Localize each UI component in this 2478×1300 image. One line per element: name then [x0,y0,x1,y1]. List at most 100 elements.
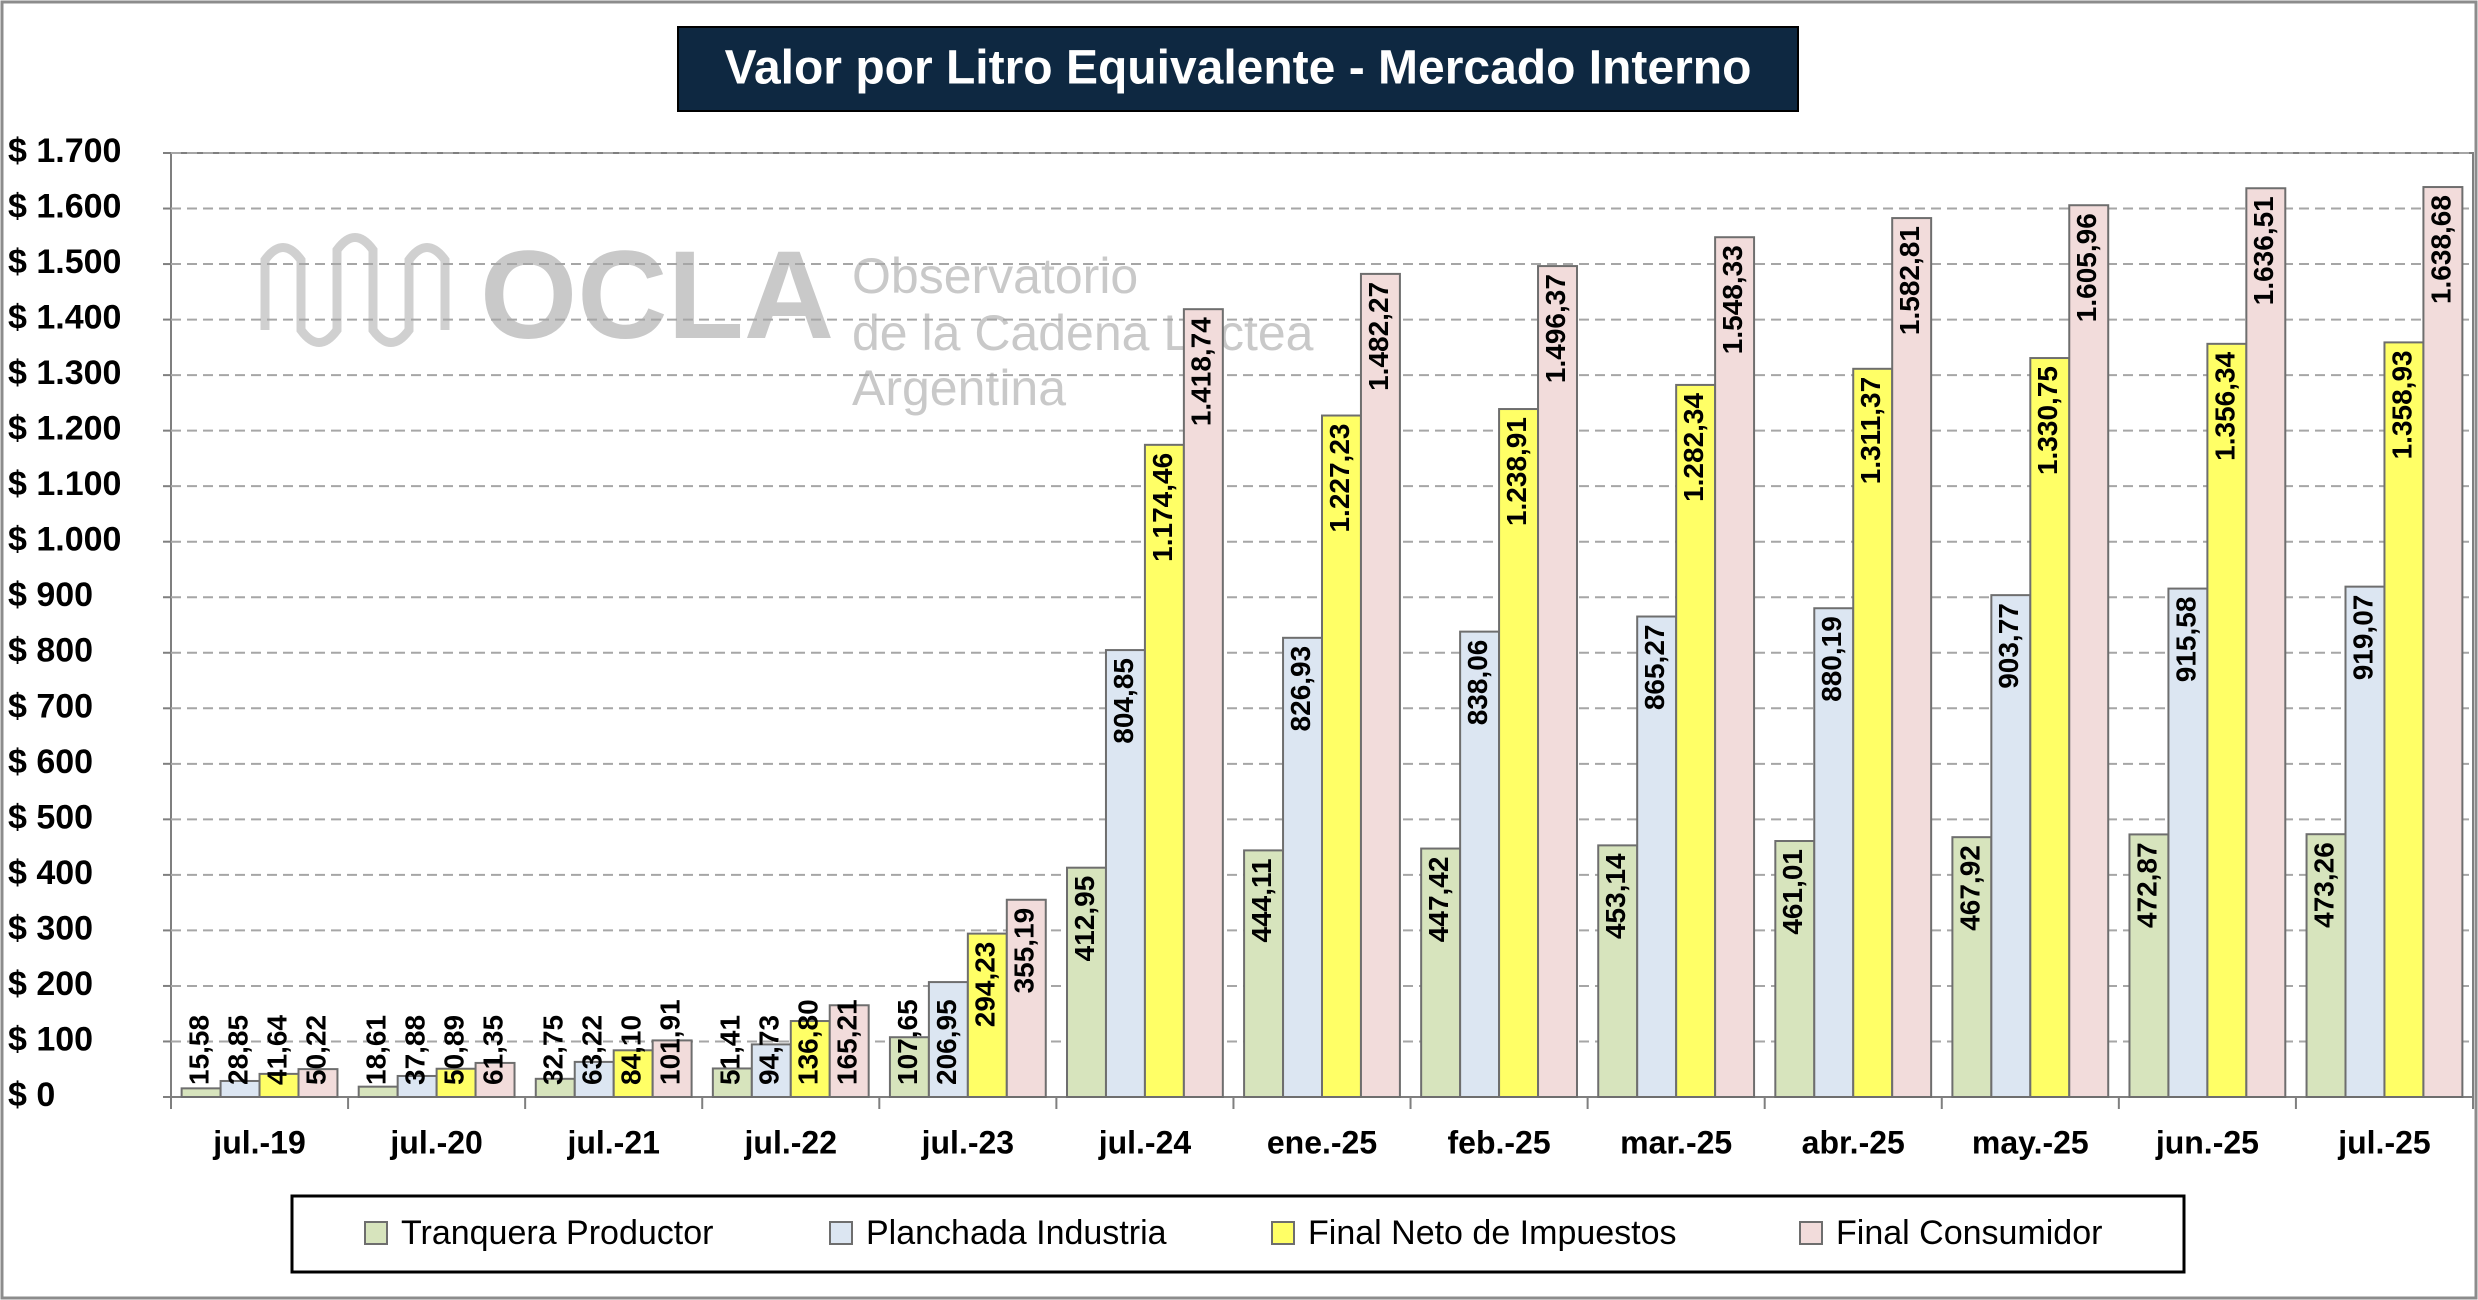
bar [1182,308,1224,1099]
legend-label: Planchada Industria [866,1214,1167,1252]
value-label: 865,27 [1639,625,1670,711]
bar [1774,840,1816,1098]
y-tick-label: $ 300 [8,909,93,947]
value-label: 94,73 [754,1015,785,1085]
bar [2167,587,2209,1098]
y-tick-label: $ 0 [8,1076,55,1114]
x-tick-label: jul.-19 [212,1124,305,1160]
bar [2422,186,2464,1098]
y-tick-label: $ 900 [8,576,93,614]
bar [966,932,1008,1098]
bar [1990,594,2032,1098]
bar [1714,236,1756,1099]
watermark-logo [260,233,450,347]
value-label: 1.418,74 [1186,317,1217,426]
bar [828,1004,870,1099]
value-label: 472,87 [2131,842,2162,928]
bar [357,1085,399,1099]
watermark-line: Observatorio [852,248,1138,304]
value-label: 903,77 [1993,603,2024,689]
value-label: 50,89 [438,1015,469,1085]
value-label: 136,80 [793,999,824,1085]
value-label: 412,95 [1069,876,1100,962]
y-tick-label: $ 1.200 [8,410,121,448]
watermark-title: OCLA [480,226,834,365]
y-tick-label: $ 1.400 [8,299,121,337]
bar [1066,866,1107,1098]
value-label: 1.482,27 [1363,282,1394,391]
x-tick-label: jul.-20 [389,1124,482,1160]
value-label: 826,93 [1285,646,1316,732]
value-label: 37,88 [400,1015,431,1085]
x-tick-label: jun.-25 [2155,1124,2259,1160]
legend-label: Tranquera Productor [401,1214,713,1252]
value-label: 63,22 [577,1015,608,1085]
value-label: 838,06 [1462,640,1493,726]
legend-swatch [1271,1221,1295,1245]
value-label: 1.582,81 [1894,226,1925,335]
bar [1636,615,1678,1098]
value-label: 1.356,34 [2209,351,2240,460]
value-label: 28,85 [222,1015,253,1085]
watermark: OCLA Observatorio de la Cadena Láctea Ar… [260,226,1314,416]
x-tick-label: abr.-25 [1802,1124,1905,1160]
bar [297,1068,339,1099]
value-label: 880,19 [1816,616,1847,702]
bar [1675,383,1717,1098]
value-label: 51,41 [715,1015,746,1085]
value-label: 1.358,93 [2386,350,2417,459]
y-tick-label: $ 1.600 [8,188,121,226]
value-label: 1.282,34 [1678,393,1709,502]
bar [2383,341,2425,1098]
chart-title: Valor por Litro Equivalente - Mercado In… [725,42,1752,95]
y-tick-label: $ 500 [8,798,93,836]
value-label: 473,26 [2308,842,2339,928]
legend-swatch [829,1221,853,1245]
bar [474,1061,516,1099]
bar [1852,367,1894,1098]
value-label: 294,23 [970,942,1001,1028]
y-tick-label: $ 800 [8,632,93,670]
legend-box [290,1194,2186,1274]
value-label: 444,11 [1246,858,1277,942]
bar [888,1036,930,1098]
value-label: 1.548,33 [1717,245,1748,354]
watermark-line: de la Cadena Láctea [852,305,1314,361]
value-label: 1.227,23 [1324,424,1355,533]
value-label: 919,07 [2347,595,2378,681]
bar [2245,187,2287,1099]
y-tick-label: $ 600 [8,743,93,781]
legend-label: Final Neto de Impuestos [1308,1214,1677,1252]
value-label: 165,21 [832,999,863,1085]
bar [927,981,969,1099]
bar [750,1043,792,1098]
x-tick-label: may.-25 [1972,1124,2089,1160]
bar [2305,833,2347,1098]
x-tick-label: jul.-22 [744,1124,837,1160]
x-tick-label: jul.-25 [2337,1124,2430,1160]
bar [2068,204,2110,1099]
value-label: 804,85 [1108,658,1139,744]
y-tick-label: $ 400 [8,854,93,892]
value-label: 32,75 [538,1015,569,1085]
value-label: 101,91 [655,999,686,1085]
bar [2128,833,2170,1099]
value-label: 447,42 [1423,857,1454,943]
legend-swatch [364,1221,388,1245]
bar [1143,443,1185,1098]
value-label: 1.330,75 [2032,366,2063,475]
x-tick-label: jul.-24 [1098,1124,1192,1160]
value-label: 355,19 [1009,908,1040,994]
bar [1537,265,1578,1099]
value-label: 18,61 [361,1015,392,1085]
value-label: 1.636,51 [2248,196,2279,305]
x-tick-label: jul.-23 [921,1124,1014,1160]
x-tick-label: feb.-25 [1448,1124,1551,1160]
value-label: 84,10 [616,1015,647,1085]
bar [2344,585,2386,1098]
y-tick-label: $ 700 [8,687,93,725]
value-label: 915,58 [2170,597,2201,683]
value-label: 467,92 [1954,845,1985,931]
y-tick-label: $ 1.000 [8,521,121,559]
value-label: 1.238,91 [1501,417,1532,526]
